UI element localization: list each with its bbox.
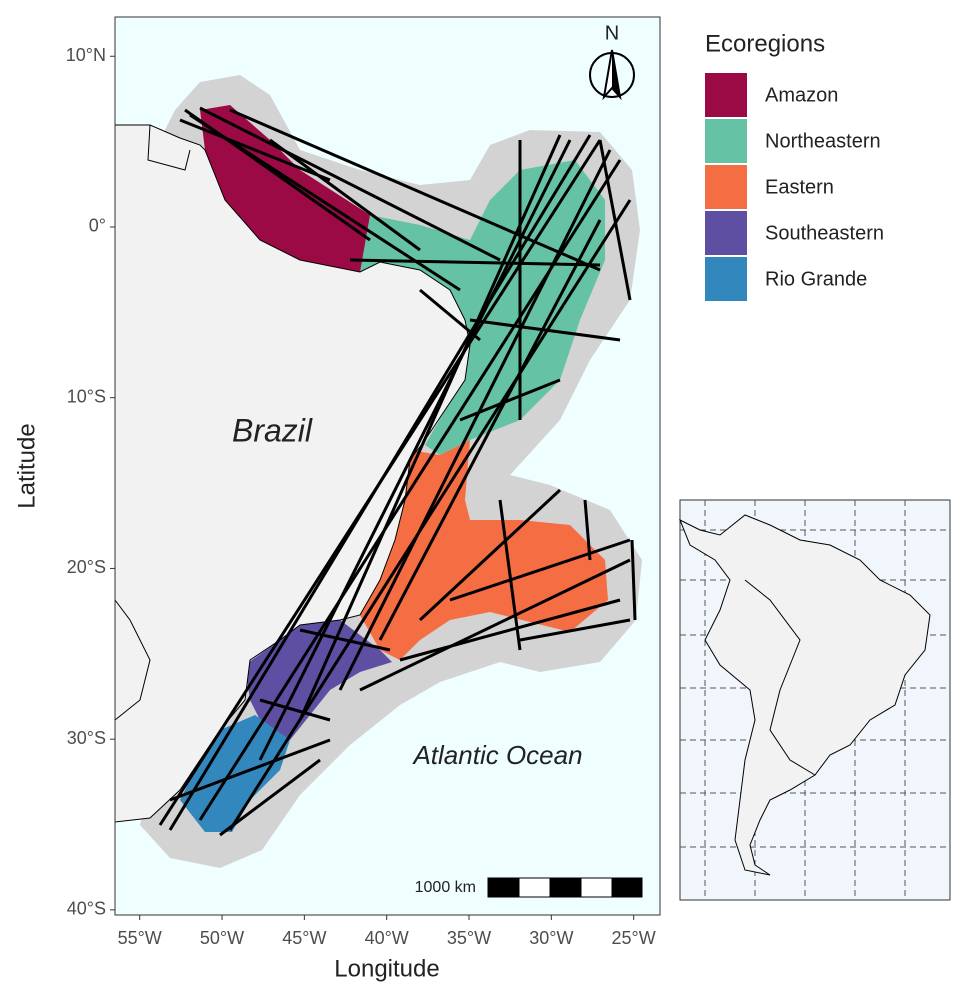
legend-swatch	[705, 257, 747, 301]
border	[114, 599, 151, 721]
land-label: Brazil	[232, 412, 313, 448]
legend-title: Ecoregions	[705, 30, 825, 57]
legend-label: Southeastern	[765, 222, 884, 244]
y-tick-label: 10°N	[66, 45, 106, 65]
border	[147, 124, 191, 171]
x-axis-title: Longitude	[334, 955, 439, 982]
x-tick-label: 50°W	[200, 928, 244, 948]
legend-label: Northeastern	[765, 130, 881, 152]
ecoregion-rio-grande	[180, 715, 290, 832]
x-tick-label: 45°W	[282, 928, 326, 948]
legend-swatch	[705, 165, 747, 209]
scale-label: 1000 km	[415, 879, 476, 896]
legend-label: Amazon	[765, 84, 838, 106]
ocean-label: Atlantic Ocean	[411, 740, 582, 770]
x-tick-label: 35°W	[447, 928, 491, 948]
legend-swatch	[705, 73, 747, 117]
x-tick-label: 55°W	[118, 928, 162, 948]
y-tick-label: 20°S	[67, 557, 106, 577]
y-tick-label: 10°S	[67, 386, 106, 406]
y-tick-label: 40°S	[67, 899, 106, 919]
scale-bar	[487, 877, 643, 898]
legend-swatch	[705, 211, 747, 255]
x-tick-label: 40°W	[365, 928, 409, 948]
north-arrow	[589, 49, 635, 101]
ecoregion-eastern	[360, 440, 608, 660]
north-label: N	[605, 22, 619, 44]
y-tick-label: 30°S	[67, 728, 106, 748]
plot-frame	[114, 16, 661, 916]
x-tick-label: 30°W	[529, 928, 573, 948]
x-tick-label: 25°W	[612, 928, 656, 948]
y-axis-title: Latitude	[13, 423, 40, 508]
legend-swatch	[705, 119, 747, 163]
tracks	[158, 106, 637, 837]
ecoregion-amazon	[200, 105, 370, 272]
y-tick-label: 0°	[89, 216, 106, 236]
inset-map	[679, 499, 951, 901]
legend-label: Rio Grande	[765, 268, 867, 290]
legend-label: Eastern	[765, 176, 834, 198]
